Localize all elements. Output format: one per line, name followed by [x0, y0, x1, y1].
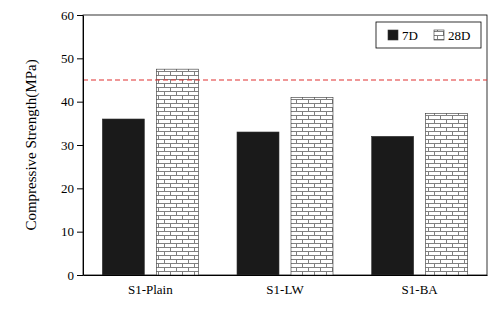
y-tick: 30 [61, 138, 83, 153]
y-tick-mark [77, 15, 83, 16]
legend-swatch [388, 30, 398, 40]
y-tick-label: 40 [61, 94, 74, 109]
bar [156, 69, 198, 275]
x-tick: S1-Plain [128, 275, 173, 297]
chart: 0 10 20 30 40 50 60 S1-Plain S1-LW S1-BA 7D 28D Comp… [0, 0, 503, 311]
x-tick-label: S1-BA [402, 282, 439, 297]
bar [372, 136, 414, 275]
marks [83, 69, 487, 275]
x-tick: S1-LW [266, 275, 304, 297]
y-axis-line [83, 16, 84, 276]
legend-label: 7D [402, 28, 418, 43]
y-tick: 60 [61, 8, 83, 23]
plot-frame [83, 15, 487, 275]
y-tick-label: 30 [61, 138, 74, 153]
legend-entry: 7D [388, 28, 418, 43]
y-tick-label: 20 [61, 181, 74, 196]
bar [291, 97, 333, 275]
y-tick-mark [77, 275, 83, 276]
bar [426, 113, 468, 275]
threshold-line [83, 79, 487, 80]
x-tick-label: S1-LW [266, 282, 304, 297]
y-tick: 50 [61, 51, 83, 66]
x-axis: S1-Plain S1-LW S1-BA [84, 275, 488, 297]
y-axis: 0 10 20 30 40 50 60 [61, 8, 84, 283]
y-axis-title: Compressive Strength(MPa) [23, 59, 40, 230]
legend: 7D 28D [376, 22, 481, 48]
y-tick: 0 [68, 268, 84, 283]
bar [237, 132, 279, 275]
x-tick-label: S1-Plain [128, 282, 173, 297]
legend-box [376, 22, 481, 48]
y-tick: 10 [61, 224, 83, 239]
legend-entry: 28D [434, 28, 470, 43]
y-tick-label: 60 [61, 8, 74, 23]
legend-swatch [434, 30, 444, 40]
y-tick-mark [77, 58, 83, 59]
plot: 0 10 20 30 40 50 60 S1-Plain S1-LW S1-BA 7D 28D [61, 8, 488, 298]
y-tick-label: 0 [68, 268, 75, 283]
y-tick-mark [77, 145, 83, 146]
y-tick-mark [77, 102, 83, 103]
y-tick-label: 10 [61, 224, 74, 239]
bar [102, 119, 144, 275]
y-tick-mark [77, 188, 83, 189]
legend-label: 28D [448, 28, 470, 43]
y-tick: 20 [61, 181, 83, 196]
x-axis-line [84, 275, 488, 276]
x-tick: S1-BA [402, 275, 439, 297]
y-tick-mark [77, 232, 83, 233]
y-tick: 40 [61, 94, 83, 109]
y-tick-label: 50 [61, 51, 74, 66]
